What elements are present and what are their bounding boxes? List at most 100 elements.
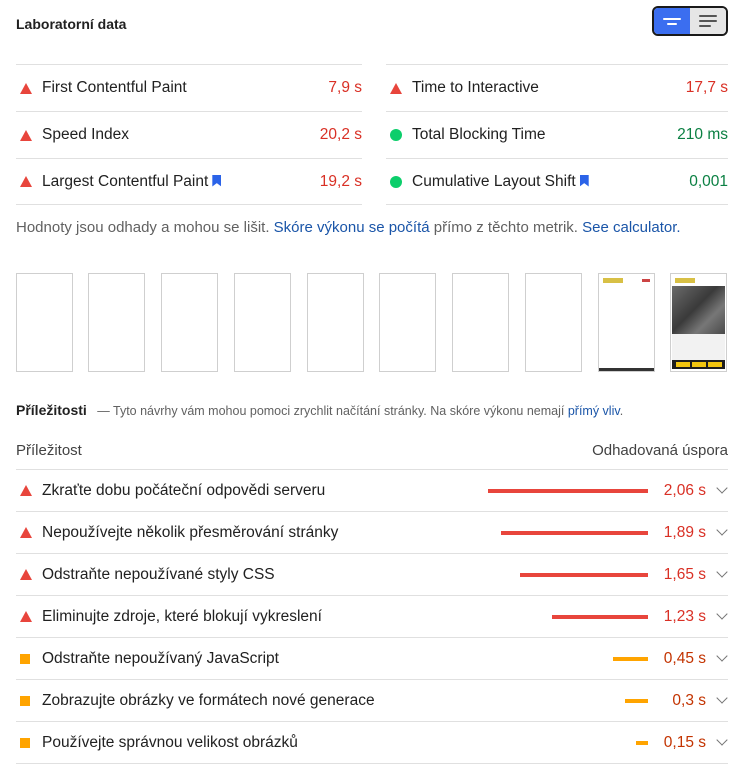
opportunity-row[interactable]: Zobrazujte obrázky ve formátech nové gen… bbox=[16, 680, 728, 722]
section-title: Laboratorní data bbox=[16, 16, 127, 32]
lab-data-header: Laboratorní data bbox=[16, 0, 728, 48]
metric-value: 20,2 s bbox=[319, 126, 362, 143]
opportunity-label: Odstraňte nepoužívané styly CSS bbox=[42, 565, 275, 583]
metric-label: Cumulative Layout Shift bbox=[412, 173, 589, 191]
expanded-view-button[interactable] bbox=[690, 8, 726, 34]
opportunity-label: Eliminujte zdroje, které blokují vykresl… bbox=[42, 607, 322, 625]
metric-label: First Contentful Paint bbox=[42, 79, 187, 96]
fail-triangle-icon bbox=[20, 176, 32, 187]
metric-label: Speed Index bbox=[42, 126, 130, 143]
opportunity-row[interactable]: Zkraťte dobu počáteční odpovědi serveru 2… bbox=[16, 470, 728, 512]
filmstrip-frame-partial bbox=[598, 273, 655, 372]
opportunities-title: Příležitosti bbox=[16, 402, 87, 418]
pass-circle-icon bbox=[390, 129, 402, 141]
average-square-icon bbox=[20, 653, 30, 664]
fail-triangle-icon bbox=[20, 485, 32, 496]
opportunities-column-header: Příležitost Odhadovaná úspora bbox=[16, 434, 728, 470]
fail-triangle-icon bbox=[20, 82, 32, 94]
menu-thumb bbox=[642, 279, 650, 282]
compact-view-button[interactable] bbox=[654, 8, 690, 34]
filmstrip-frame bbox=[452, 273, 509, 372]
fail-triangle-icon bbox=[390, 82, 402, 94]
opportunities-header: Příležitosti — Tyto návrhy vám mohou pom… bbox=[16, 402, 728, 420]
metric-value: 0,001 bbox=[689, 172, 728, 190]
metric-time-to-interactive: Time to Interactive 17,7 s bbox=[386, 64, 728, 111]
metric-value: 17,7 s bbox=[685, 79, 728, 96]
fail-triangle-icon bbox=[20, 527, 32, 538]
metric-value: 7,9 s bbox=[328, 79, 362, 96]
direct-impact-link[interactable]: přímý vliv bbox=[567, 404, 620, 418]
savings-value: 0,15 s bbox=[663, 733, 706, 751]
opportunity-label: Zkraťte dobu počáteční odpovědi serveru bbox=[42, 481, 326, 499]
opportunity-row[interactable]: Odstraňte nepoužívané styly CSS 1,65 s bbox=[16, 554, 728, 596]
savings-bar bbox=[552, 615, 648, 619]
opportunities-list: Zkraťte dobu počáteční odpovědi serveru 2… bbox=[16, 470, 728, 764]
savings-bar bbox=[501, 531, 648, 535]
description-text: — Tyto návrhy vám mohou pomoci zrychlit … bbox=[97, 404, 565, 418]
filmstrip-frame bbox=[234, 273, 291, 372]
compact-list-icon bbox=[663, 15, 681, 28]
metric-label: Total Blocking Time bbox=[412, 126, 546, 143]
chevron-down-icon[interactable] bbox=[716, 482, 728, 494]
filmstrip-frame bbox=[379, 273, 436, 372]
savings-bar bbox=[613, 657, 648, 661]
column-opportunity: Příležitost bbox=[16, 442, 82, 459]
savings-bar bbox=[625, 699, 648, 703]
opportunity-label: Odstraňte nepoužívaný JavaScript bbox=[42, 649, 279, 667]
note-text: Hodnoty jsou odhady a mohou se lišit. bbox=[16, 219, 270, 236]
filmstrip-frame bbox=[161, 273, 218, 372]
note-text-2: přímo z těchto metrik. bbox=[433, 219, 578, 236]
filmstrip-frame-full bbox=[670, 273, 727, 372]
opportunity-row[interactable]: Používejte správnou velikost obrázků 0,15… bbox=[16, 722, 728, 764]
metric-label-text: Largest Contentful Paint bbox=[42, 172, 209, 190]
chevron-down-icon[interactable] bbox=[716, 692, 728, 704]
bookmark-icon bbox=[212, 174, 222, 187]
opportunity-row[interactable]: Eliminujte zdroje, které blokují vykresl… bbox=[16, 596, 728, 638]
chevron-down-icon[interactable] bbox=[716, 734, 728, 746]
filmstrip bbox=[16, 273, 728, 373]
opportunity-label: Používejte správnou velikost obrázků bbox=[42, 733, 298, 751]
site-logo-thumb bbox=[675, 278, 695, 283]
metrics-column-left: First Contentful Paint 7,9 s Speed Index… bbox=[16, 64, 362, 205]
content-thumb bbox=[672, 334, 725, 360]
average-square-icon bbox=[20, 695, 30, 706]
chevron-down-icon[interactable] bbox=[716, 650, 728, 662]
opportunities-description: — Tyto návrhy vám mohou pomoci zrychlit … bbox=[97, 404, 623, 418]
metric-first-contentful-paint: First Contentful Paint 7,9 s bbox=[16, 64, 362, 111]
calculator-link[interactable]: See calculator. bbox=[582, 219, 681, 236]
expanded-list-icon bbox=[699, 12, 717, 30]
opportunity-row[interactable]: Odstraňte nepoužívaný JavaScript 0,45 s bbox=[16, 638, 728, 680]
performance-score-link[interactable]: Skóre výkonu se počítá bbox=[273, 219, 430, 236]
savings-value: 0,3 s bbox=[672, 691, 706, 709]
filmstrip-frame bbox=[88, 273, 145, 372]
column-estimated-savings: Odhadovaná úspora bbox=[592, 442, 728, 459]
hero-image-thumb bbox=[672, 286, 725, 334]
filmstrip-frame bbox=[307, 273, 364, 372]
savings-bar bbox=[520, 573, 648, 577]
opportunity-label: Nepoužívejte několik přesměrování stránk… bbox=[42, 523, 339, 541]
filmstrip-frame bbox=[525, 273, 582, 372]
chevron-down-icon[interactable] bbox=[716, 608, 728, 620]
savings-bar bbox=[488, 489, 648, 493]
metric-speed-index: Speed Index 20,2 s bbox=[16, 111, 362, 158]
metric-value: 210 ms bbox=[677, 126, 728, 143]
chevron-down-icon[interactable] bbox=[716, 566, 728, 578]
metric-label: Time to Interactive bbox=[412, 79, 539, 96]
filmstrip-frame bbox=[16, 273, 73, 372]
opportunity-row[interactable]: Nepoužívejte několik přesměrování stránk… bbox=[16, 512, 728, 554]
pass-circle-icon bbox=[390, 175, 402, 188]
savings-value: 1,23 s bbox=[663, 607, 706, 625]
chevron-down-icon[interactable] bbox=[716, 524, 728, 536]
savings-bar bbox=[636, 741, 648, 745]
metrics-column-right: Time to Interactive 17,7 s Total Blockin… bbox=[386, 64, 728, 205]
savings-value: 2,06 s bbox=[663, 481, 706, 499]
site-logo-thumb bbox=[603, 278, 623, 283]
fail-triangle-icon bbox=[20, 129, 32, 141]
metric-label: Largest Contentful Paint bbox=[42, 172, 222, 191]
footer-thumb bbox=[599, 368, 654, 371]
metric-cumulative-layout-shift: Cumulative Layout Shift 0,001 bbox=[386, 158, 728, 205]
savings-value: 1,65 s bbox=[663, 565, 706, 583]
view-toggle[interactable] bbox=[652, 6, 728, 36]
metrics-note: Hodnoty jsou odhady a mohou se lišit. Sk… bbox=[16, 219, 681, 236]
buttons-thumb bbox=[672, 360, 725, 369]
